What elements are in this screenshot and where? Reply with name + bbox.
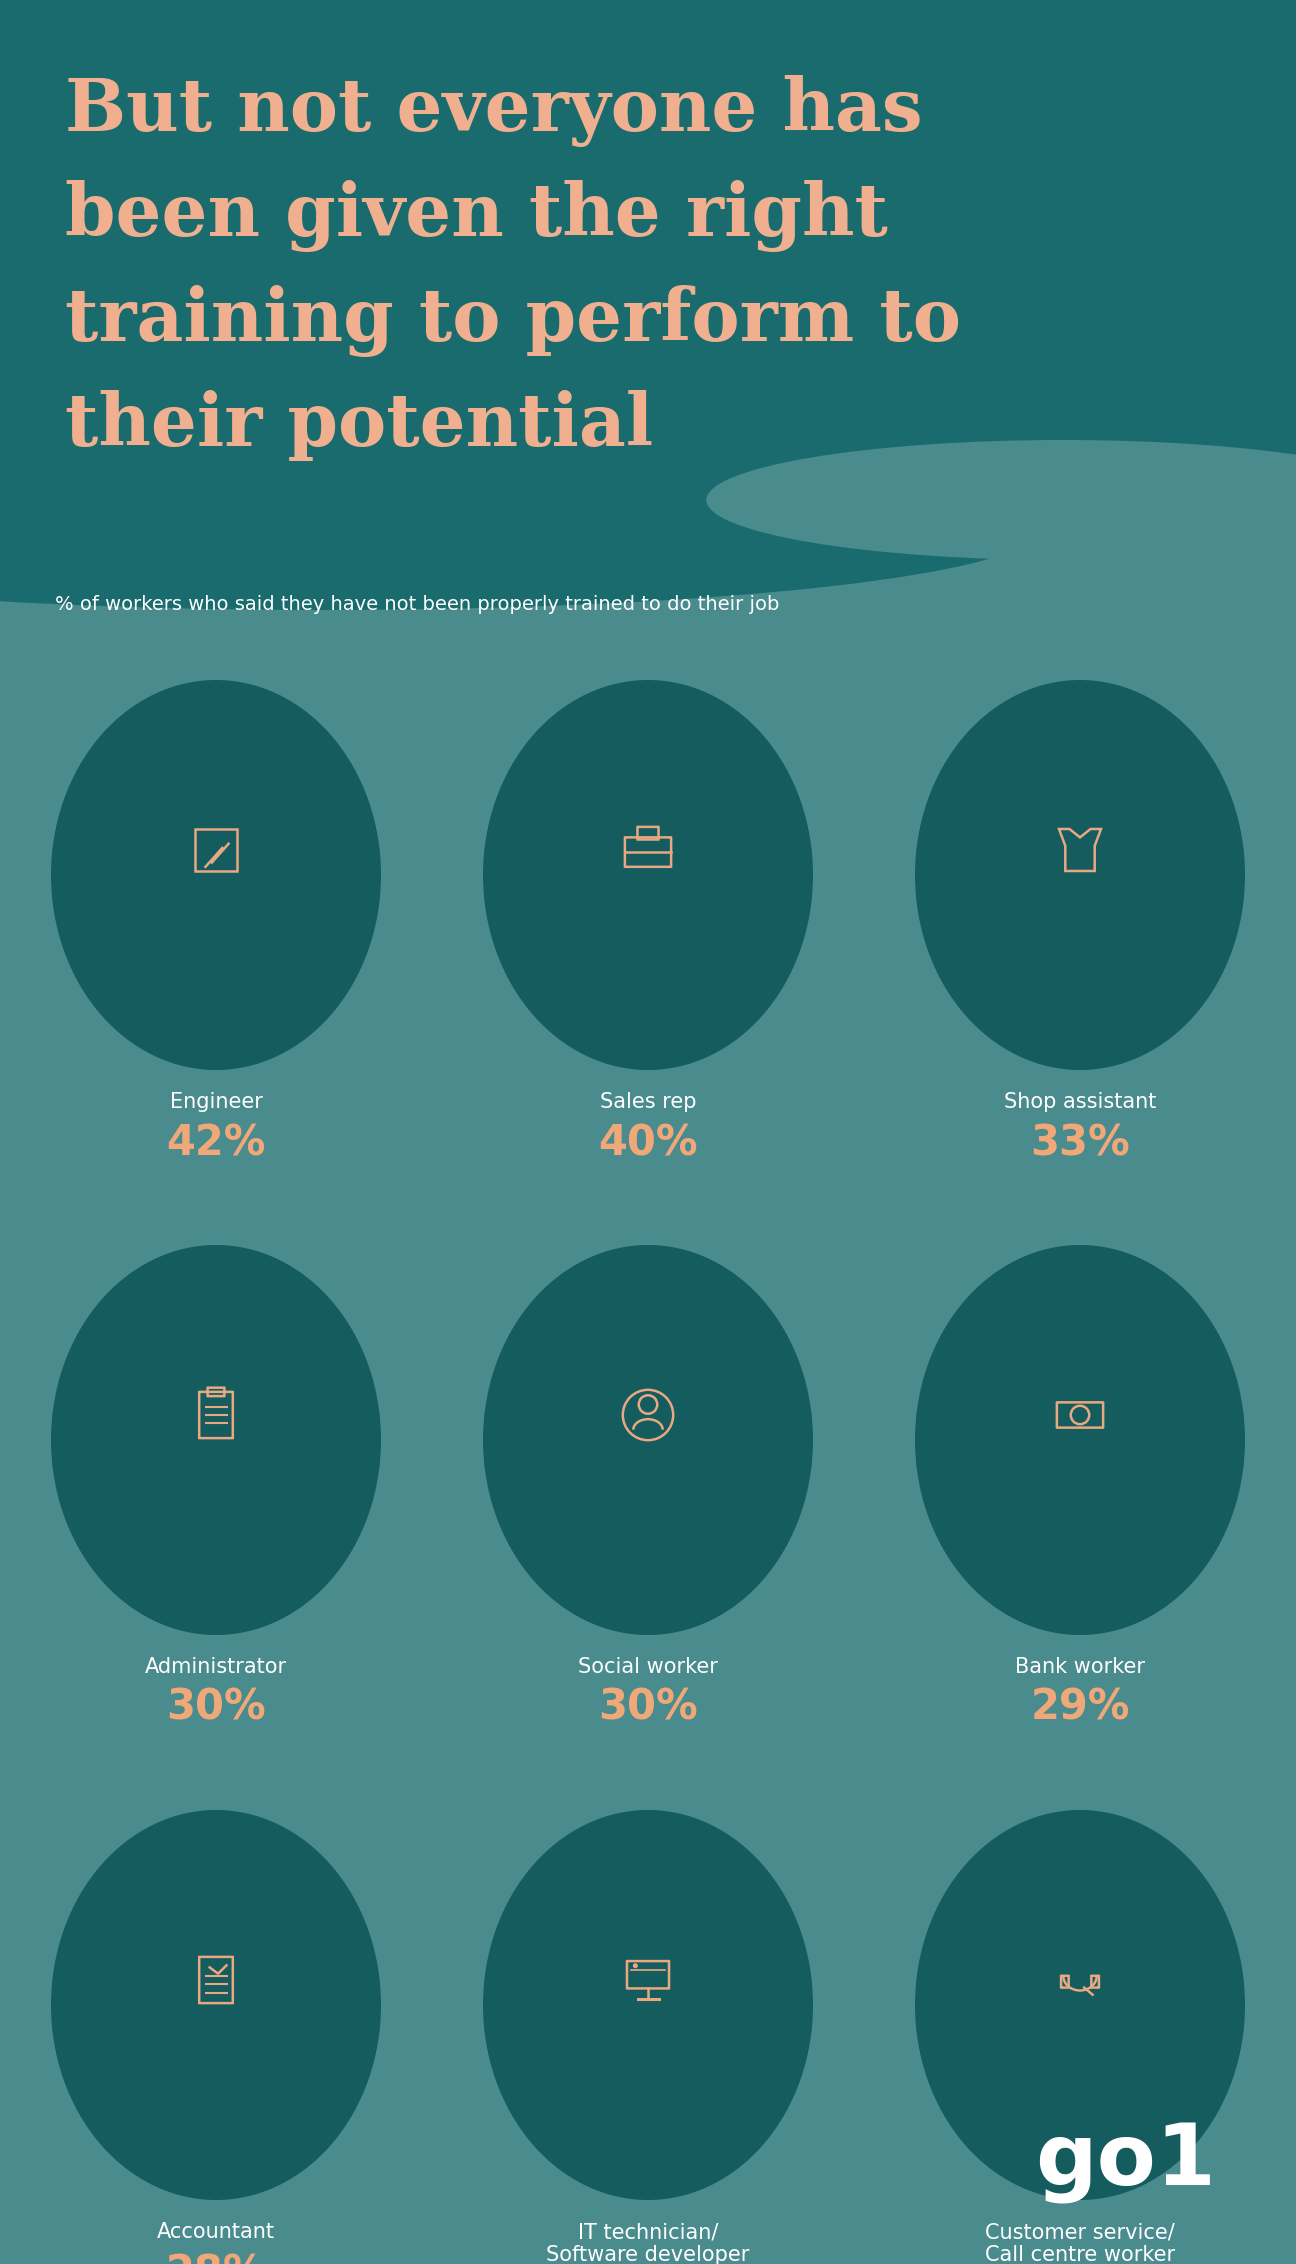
Text: IT technician/
Software developer: IT technician/ Software developer: [547, 2221, 749, 2264]
Text: Customer service/
Call centre worker: Customer service/ Call centre worker: [985, 2221, 1175, 2264]
Text: 40%: 40%: [599, 1123, 697, 1164]
Text: Accountant: Accountant: [157, 2221, 275, 2241]
Text: Bank worker: Bank worker: [1015, 1657, 1144, 1678]
Text: Engineer: Engineer: [170, 1091, 262, 1112]
Ellipse shape: [483, 1809, 813, 2201]
Ellipse shape: [51, 679, 381, 1071]
Ellipse shape: [915, 1245, 1245, 1635]
Text: been given the right: been given the right: [65, 181, 888, 251]
Text: % of workers who said they have not been properly trained to do their job: % of workers who said they have not been…: [54, 595, 779, 614]
Text: 42%: 42%: [166, 1123, 266, 1164]
Text: Sales rep: Sales rep: [600, 1091, 696, 1112]
Circle shape: [632, 1963, 638, 1967]
Text: 29%: 29%: [1030, 1687, 1130, 1730]
Ellipse shape: [706, 439, 1296, 559]
Text: 33%: 33%: [1030, 1123, 1130, 1164]
Ellipse shape: [51, 1245, 381, 1635]
Ellipse shape: [0, 451, 1037, 609]
Ellipse shape: [915, 1809, 1245, 2201]
Ellipse shape: [915, 679, 1245, 1071]
Text: their potential: their potential: [65, 389, 653, 462]
Ellipse shape: [483, 1245, 813, 1635]
Text: Shop assistant: Shop assistant: [1004, 1091, 1156, 1112]
Text: 28%: 28%: [166, 2253, 266, 2264]
Text: Social worker: Social worker: [578, 1657, 718, 1678]
Text: go1: go1: [1036, 2121, 1216, 2203]
Text: Administrator: Administrator: [145, 1657, 286, 1678]
Ellipse shape: [483, 679, 813, 1071]
Bar: [0, 0, 1296, 530]
Text: training to perform to: training to perform to: [65, 285, 962, 358]
Text: 30%: 30%: [599, 1687, 697, 1730]
Text: 30%: 30%: [166, 1687, 266, 1730]
Text: But not everyone has: But not everyone has: [65, 75, 923, 147]
Ellipse shape: [51, 1809, 381, 2201]
